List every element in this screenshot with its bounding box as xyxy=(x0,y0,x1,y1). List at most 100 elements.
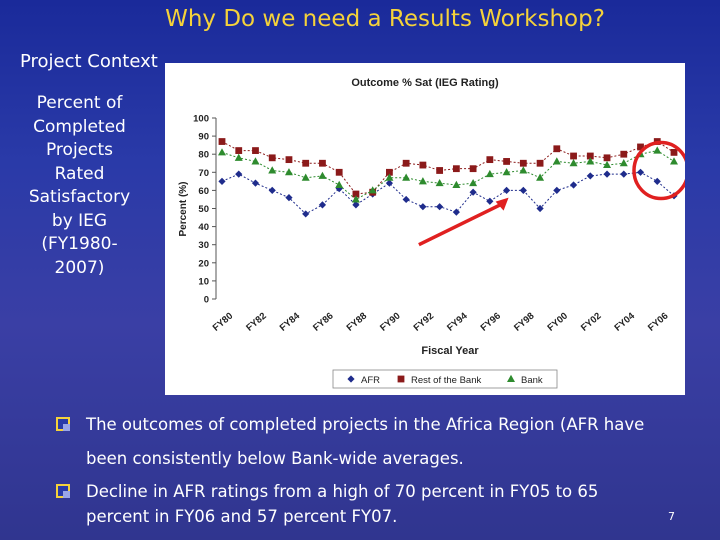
x-tick-label: FY96 xyxy=(479,311,503,334)
data-point-afr xyxy=(419,203,427,211)
data-point-rest-of-the-bank xyxy=(503,158,510,165)
x-tick-label: FY80 xyxy=(211,311,235,334)
y-tick-label: 70 xyxy=(198,168,209,179)
bullet-text-line: been consistently below Bank-wide averag… xyxy=(86,449,464,468)
data-point-bank xyxy=(418,177,427,185)
data-point-rest-of-the-bank xyxy=(452,165,460,173)
data-point-rest-of-the-bank xyxy=(670,148,678,156)
data-point-bank xyxy=(670,157,678,165)
data-point-afr xyxy=(235,170,243,178)
data-point-bank xyxy=(368,186,377,194)
data-point-afr xyxy=(519,186,527,194)
data-point-bank xyxy=(603,160,612,169)
side-label: Percent of Completed Projects Rated Sati… xyxy=(22,92,137,280)
x-tick-label: FY94 xyxy=(445,310,470,333)
series-line-bank xyxy=(221,150,675,201)
y-tick-label: 60 xyxy=(198,186,209,197)
side-label-line: (FY1980- xyxy=(41,234,118,254)
x-tick-label: FY88 xyxy=(345,311,369,334)
data-point-bank xyxy=(335,180,344,188)
data-point-bank xyxy=(502,168,511,176)
data-point-rest-of-the-bank xyxy=(268,154,276,162)
y-tick-label: 20 xyxy=(198,258,209,269)
y-tick-label: 50 xyxy=(198,204,209,215)
line-chart: Outcome % Sat (IEG Rating) Percent (%) F… xyxy=(178,77,690,389)
data-point-afr xyxy=(268,186,276,194)
legend-label-afr: AFR xyxy=(361,375,380,386)
data-point-afr xyxy=(603,170,611,178)
data-point-afr xyxy=(402,195,410,204)
data-point-rest-of-the-bank xyxy=(469,165,477,173)
data-point-afr xyxy=(251,179,260,187)
legend-marker-bank xyxy=(507,374,515,382)
data-point-rest-of-the-bank xyxy=(436,167,444,174)
data-point-bank xyxy=(519,166,528,174)
data-point-rest-of-the-bank xyxy=(486,156,494,164)
slide-title: Why Do we need a Results Workshop? xyxy=(165,6,605,32)
data-point-afr xyxy=(569,181,578,189)
legend-marker-afr xyxy=(347,375,355,383)
data-point-bank xyxy=(318,171,327,179)
data-point-rest-of-the-bank xyxy=(586,152,594,160)
y-axis-label: Percent (%) xyxy=(178,181,189,236)
data-point-bank xyxy=(435,178,444,187)
data-point-rest-of-the-bank xyxy=(319,159,326,167)
series-line-afr xyxy=(221,171,675,215)
bullet-text-line: Decline in AFR ratings from a high of 70… xyxy=(86,482,599,501)
data-point-bank xyxy=(536,173,545,181)
side-label-line: Percent of xyxy=(36,93,123,113)
data-point-rest-of-the-bank xyxy=(386,168,393,176)
y-tick-label: 10 xyxy=(198,276,209,287)
data-point-bank xyxy=(351,195,360,203)
data-point-afr xyxy=(636,168,645,176)
data-point-rest-of-the-bank xyxy=(302,159,310,167)
side-label-line: 2007) xyxy=(54,257,105,278)
x-tick-label: FY04 xyxy=(613,310,638,333)
y-tick-label: 30 xyxy=(198,240,209,251)
data-point-afr xyxy=(452,208,460,216)
side-label-line: Rated xyxy=(54,163,105,184)
data-point-rest-of-the-bank xyxy=(570,152,577,160)
data-point-rest-of-the-bank xyxy=(519,159,527,167)
data-point-rest-of-the-bank xyxy=(536,159,544,167)
x-tick-label: FY86 xyxy=(311,311,335,334)
annotation-arrow xyxy=(418,202,504,247)
data-point-afr xyxy=(536,204,544,213)
chart-panel: Outcome % Sat (IEG Rating) Percent (%) F… xyxy=(165,63,690,395)
data-point-bank xyxy=(569,159,578,167)
data-point-afr xyxy=(653,177,661,185)
bullet-text-line: percent in FY06 and 57 percent FY07. xyxy=(86,507,398,526)
data-point-afr xyxy=(553,186,561,194)
legend-marker-rest-of-the-bank xyxy=(397,375,405,383)
data-point-afr xyxy=(502,186,511,194)
x-tick-label: FY92 xyxy=(412,311,436,334)
data-point-rest-of-the-bank xyxy=(285,156,293,164)
bullet-item: The outcomes of completed projects in th… xyxy=(56,408,688,476)
data-point-bank xyxy=(234,153,243,161)
y-tick-label: 90 xyxy=(198,132,209,143)
data-point-bank xyxy=(586,157,595,165)
data-point-bank xyxy=(485,169,494,178)
data-point-afr xyxy=(218,177,226,185)
chart-title: Outcome % Sat (IEG Rating) xyxy=(351,77,499,89)
data-point-bank xyxy=(653,146,662,154)
data-point-bank xyxy=(251,157,260,165)
slide-subtitle: Project Context xyxy=(20,51,158,72)
side-label-line: Projects xyxy=(45,140,114,160)
data-point-bank xyxy=(402,173,411,181)
y-tick-label: 40 xyxy=(198,222,209,233)
side-label-line: Satisfactory xyxy=(28,187,131,207)
data-point-rest-of-the-bank xyxy=(553,145,561,153)
y-tick-label: 0 xyxy=(204,295,209,306)
data-point-rest-of-the-bank xyxy=(235,147,243,154)
data-point-rest-of-the-bank xyxy=(218,138,226,145)
data-point-rest-of-the-bank xyxy=(335,168,343,176)
side-label-line: Completed xyxy=(33,116,126,137)
side-label-line: by IEG xyxy=(51,210,108,231)
data-point-afr xyxy=(385,179,394,187)
legend-label-bank: Bank xyxy=(521,375,543,386)
bullet-marker-icon xyxy=(56,417,70,431)
legend-box xyxy=(332,369,558,389)
data-point-bank xyxy=(268,166,277,174)
x-tick-label: FY84 xyxy=(278,310,303,333)
